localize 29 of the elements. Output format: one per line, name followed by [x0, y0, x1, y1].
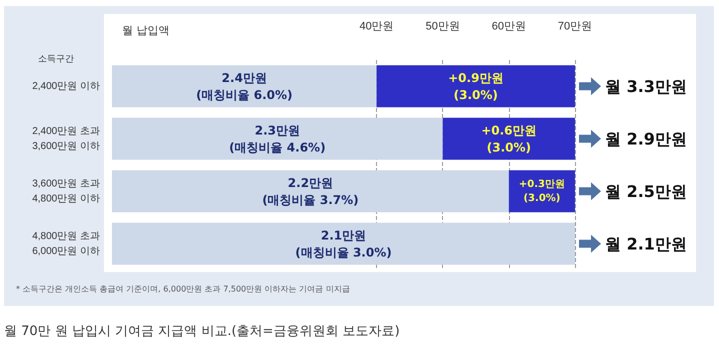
annotation: 월 2.5만원: [605, 182, 687, 201]
bar: [376, 65, 575, 108]
bar: [112, 118, 443, 160]
y-axis-title: 소득구간: [38, 54, 74, 64]
annotation: +0.6만원 (3.0%): [481, 123, 537, 154]
bar: [112, 222, 575, 265]
x-tick-label: 60만원: [492, 20, 526, 32]
y-tick-label: 4,800만원 초과 6,000만원 이하: [32, 230, 100, 257]
annotation: 2.3만원 (매칭비율 4.6%): [229, 123, 326, 154]
x-tick-label: 70만원: [558, 20, 592, 32]
bar: [442, 118, 575, 160]
x-tick-label: 50만원: [426, 20, 460, 32]
annotation: +0.3만원 (3.0%): [518, 178, 565, 204]
bar: [112, 65, 377, 108]
x-tick-label: 40만원: [359, 20, 394, 32]
annotation: 월 3.3만원: [605, 76, 687, 96]
bar: [112, 170, 509, 212]
annotation: 2.1만원 (매칭비율 3.0%): [295, 228, 392, 260]
annotation: +0.9만원 (3.0%): [448, 70, 504, 102]
annotation: 2.4만원 (매칭비율 6.0%): [196, 70, 293, 102]
y-tick-label: 2,400만원 초과 3,600만원 이하: [32, 126, 100, 152]
text: 월 70만 원 납입시 기여금 지급액 비교.(출처=금융위원회 보도자료): [4, 324, 400, 339]
text: * 소득구간은 개인소득 총급여 기준이며, 6,000만원 초과 7,500만원 이하자는 기여금 미지급: [16, 284, 350, 294]
annotation: 2.2만원 (매칭비율 3.7%): [262, 176, 359, 207]
y-tick-label: 2,400만원 이하: [32, 80, 100, 92]
y-tick-label: 3,600만원 초과 4,800만원 이하: [32, 178, 100, 204]
annotation: 월 2.9만원: [605, 129, 687, 148]
x-axis-title: 월 납입액: [122, 24, 170, 37]
annotation: 월 2.1만원: [605, 234, 687, 254]
